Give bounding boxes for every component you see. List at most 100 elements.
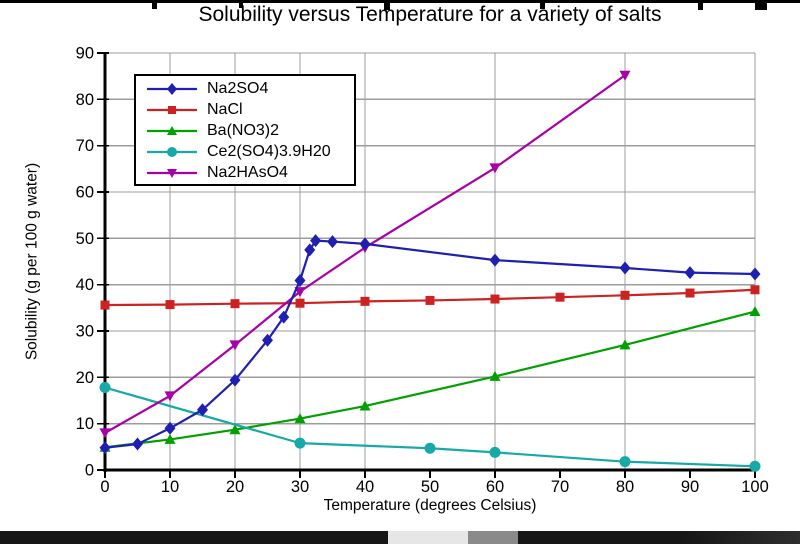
marker-circle xyxy=(99,382,111,394)
x-tick-label: 0 xyxy=(100,478,109,496)
legend-item-NaCl: NaCl xyxy=(146,100,354,121)
marker-triangle-down xyxy=(167,168,177,178)
x-tick-label: 80 xyxy=(616,478,634,496)
marker-triangle-down xyxy=(489,163,501,174)
y-tick-label: 50 xyxy=(76,230,94,248)
marker-circle xyxy=(167,146,177,157)
legend-item-Ba(NO3)2: Ba(NO3)2 xyxy=(146,121,354,142)
window-bottom-edge-highlight xyxy=(388,531,468,544)
marker-triangle-up xyxy=(749,306,761,317)
legend-item-Na2HAsO4: Na2HAsO4 xyxy=(146,162,354,183)
x-tick-label: 10 xyxy=(161,478,179,496)
y-tick-label: 60 xyxy=(76,184,94,202)
window-top-edge-mark xyxy=(698,0,703,10)
marker-diamond xyxy=(197,403,208,417)
marker-diamond xyxy=(294,273,306,287)
marker-square xyxy=(230,299,240,309)
marker-square xyxy=(490,294,500,304)
series-line-Ba(NO3)2 xyxy=(104,310,756,449)
window-top-edge-mark xyxy=(755,0,767,10)
legend-item-Na2SO4: Na2SO4 xyxy=(146,79,354,100)
window-bottom-edge xyxy=(0,531,800,544)
marker-diamond xyxy=(99,441,111,455)
marker-diamond xyxy=(489,253,501,267)
marker-triangle-down xyxy=(164,391,176,402)
marker-square xyxy=(620,290,630,300)
marker-triangle-up xyxy=(359,400,371,411)
marker-square xyxy=(685,288,695,298)
legend-marker-diamond xyxy=(147,83,197,96)
x-tick-label: 90 xyxy=(681,478,699,496)
series-NaCl xyxy=(100,285,760,310)
series-Na2SO4 xyxy=(99,234,761,455)
marker-triangle-up xyxy=(489,370,501,381)
marker-diamond xyxy=(327,235,338,249)
legend-item-Ce2(SO4)3.9H20: Ce2(SO4)3.9H20 xyxy=(146,141,354,162)
y-tick-label: 0 xyxy=(85,462,94,480)
marker-diamond xyxy=(262,333,273,347)
y-tick-label: 90 xyxy=(76,45,94,63)
marker-diamond xyxy=(164,421,176,435)
y-tick-label: 30 xyxy=(76,323,94,341)
y-tick-label: 10 xyxy=(76,415,94,433)
marker-diamond xyxy=(310,234,322,248)
x-tick-label: 40 xyxy=(356,478,374,496)
marker-square xyxy=(295,298,305,308)
x-tick-label: 20 xyxy=(226,478,244,496)
marker-diamond xyxy=(132,437,143,451)
window-top-edge-mark xyxy=(384,0,390,10)
legend: Na2SO4 NaCl Ba(NO3)2 Ce2(SO4)3.9H20 Na2HAsO4 xyxy=(134,74,356,186)
marker-diamond xyxy=(304,243,316,257)
x-axis-label: Temperature (degrees Celsius) xyxy=(323,497,537,514)
marker-diamond xyxy=(229,373,241,387)
marker-square xyxy=(168,106,176,115)
marker-circle xyxy=(294,437,306,449)
x-tick-label: 100 xyxy=(741,478,769,496)
y-tick-label: 70 xyxy=(76,137,94,155)
series-Ba(NO3)2 xyxy=(99,306,761,452)
marker-circle xyxy=(749,460,761,472)
window-top-edge xyxy=(0,0,800,3)
marker-triangle-down xyxy=(619,70,631,81)
marker-diamond xyxy=(749,267,761,281)
legend-marker-circle xyxy=(147,146,197,157)
x-tick-label: 70 xyxy=(551,478,569,496)
marker-triangle-up xyxy=(619,339,631,350)
series-line-Na2SO4 xyxy=(104,239,756,449)
marker-diamond xyxy=(278,310,290,324)
marker-square xyxy=(425,295,435,305)
marker-circle xyxy=(489,446,501,458)
marker-triangle-up xyxy=(229,424,241,435)
marker-triangle-up xyxy=(164,433,176,444)
marker-square xyxy=(750,285,760,295)
marker-triangle-down xyxy=(229,340,241,351)
marker-square xyxy=(100,300,110,310)
marker-triangle-down xyxy=(294,287,306,298)
marker-triangle-down xyxy=(99,428,111,439)
y-tick-label: 20 xyxy=(76,369,94,387)
y-axis-label: Solubility (g per 100 g water) xyxy=(23,162,41,361)
marker-diamond xyxy=(619,261,631,275)
legend-label: Na2HAsO4 xyxy=(207,163,288,181)
legend-label: Ce2(SO4)3.9H20 xyxy=(207,142,331,160)
marker-diamond xyxy=(167,83,177,96)
marker-triangle-up xyxy=(294,413,306,424)
marker-diamond xyxy=(359,237,371,251)
legend-label: Ba(NO3)2 xyxy=(207,121,280,139)
x-tick-label: 50 xyxy=(421,478,439,496)
window-top-edge-mark xyxy=(152,0,157,9)
marker-square xyxy=(360,296,370,306)
y-tick-label: 40 xyxy=(76,276,94,294)
window-top-edge-mark xyxy=(540,0,545,9)
legend-marker-triangle-down xyxy=(147,168,197,178)
window-top-edge-mark xyxy=(239,0,243,8)
marker-square xyxy=(555,292,565,302)
window-bottom-edge-shadow xyxy=(468,531,518,544)
x-tick-label: 30 xyxy=(291,478,309,496)
chart-title: Solubility versus Temperature for a vari… xyxy=(198,3,662,26)
legend-marker-triangle-up xyxy=(147,125,197,135)
marker-diamond xyxy=(684,266,696,280)
x-tick-label: 60 xyxy=(486,478,504,496)
